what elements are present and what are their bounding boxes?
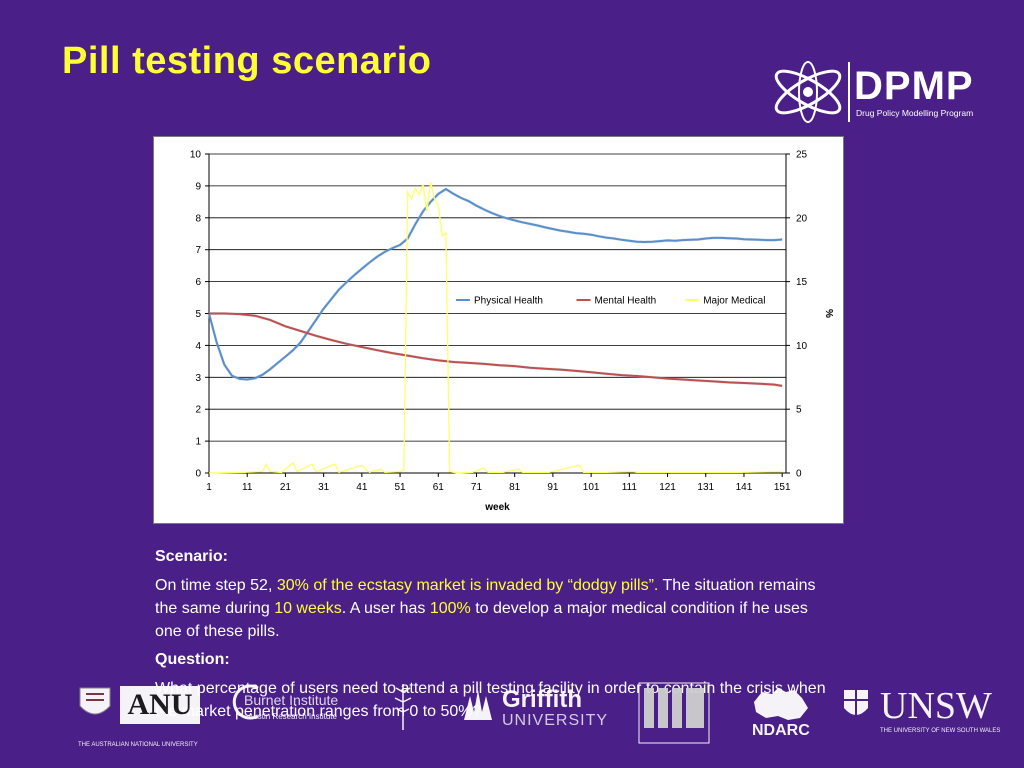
tree-logo: [392, 682, 414, 737]
y-tick-label-right: 15: [796, 277, 808, 288]
y-tick-label-right: 25: [796, 150, 808, 161]
australia-map-icon: [754, 688, 808, 720]
scenario-text-2: The situation remains the same during: [155, 577, 816, 617]
y-tick-label-left: 2: [195, 405, 201, 416]
dpmp-logo: DPMP Drug Policy Modelling Program: [768, 52, 1008, 132]
atom-icon: [774, 61, 842, 123]
y-tick-label-left: 4: [195, 341, 201, 352]
y-tick-label-left: 9: [195, 181, 201, 192]
y-axis-label-right: %: [823, 309, 834, 318]
anu-logo: ANU THE AUSTRALIAN NATIONAL UNIVERSITY: [78, 686, 200, 748]
y-tick-label-left: 5: [195, 309, 201, 320]
logo-divider: [848, 62, 850, 122]
burnet-wordmark: Burnet Institute: [244, 692, 339, 708]
legend-label: Mental Health: [595, 296, 657, 307]
anu-wordmark: ANU: [120, 686, 200, 724]
emma-logo: [638, 682, 710, 749]
griffith-logo: Griffith UNIVERSITY: [460, 686, 607, 729]
unsw-crest-icon: [844, 690, 868, 718]
y-tick-label-left: 1: [195, 437, 201, 448]
y-tick-label-left: 0: [195, 469, 201, 480]
x-tick-label: 31: [318, 482, 330, 493]
y-tick-label-right: 20: [796, 213, 808, 224]
x-axis-label: week: [484, 502, 510, 513]
x-tick-label: 61: [433, 482, 445, 493]
scenario-heading: Scenario:: [155, 548, 228, 565]
legend-label: Physical Health: [474, 296, 543, 307]
unsw-logo: UNSW THE UNIVERSITY OF NEW SOUTH WALES: [842, 685, 1000, 734]
burnet-subtitle: Austin Research Institute: [248, 712, 337, 721]
y-tick-label-left: 7: [195, 245, 201, 256]
x-tick-label: 41: [356, 482, 368, 493]
series-line-physical-health: [208, 187, 783, 381]
y-tick-label-left: 3: [195, 373, 201, 384]
burnet-logo: Burnet Institute Austin Research Institu…: [230, 682, 338, 727]
x-tick-label: 91: [547, 482, 559, 493]
x-tick-label: 101: [583, 482, 600, 493]
x-tick-label: 141: [736, 482, 753, 493]
series-line-mental-health: [209, 312, 783, 387]
scenario-paragraph: On time step 52, 30% of the ecstasy mark…: [155, 574, 835, 643]
y-tick-label-right: 10: [796, 341, 808, 352]
partner-logos: ANU THE AUSTRALIAN NATIONAL UNIVERSITY B…: [70, 672, 1020, 762]
anu-crest-icon: [79, 687, 111, 715]
ndarc-logo: NDARC: [748, 684, 812, 739]
emma-grid-icon: [638, 682, 710, 744]
unsw-wordmark: UNSW: [880, 685, 992, 727]
y-tick-label-left: 10: [190, 150, 202, 161]
scenario-text-4: to develop a major medical condition if …: [155, 600, 808, 640]
x-tick-label: 131: [697, 482, 714, 493]
x-tick-label: 51: [394, 482, 406, 493]
x-tick-label: 111: [622, 482, 638, 493]
griffith-wordmark: Griffith: [502, 686, 582, 713]
x-tick-label: 21: [280, 482, 292, 493]
slide-title: Pill testing scenario: [62, 40, 432, 82]
burnet-ring-icon: [232, 684, 259, 720]
anu-caption: THE AUSTRALIAN NATIONAL UNIVERSITY: [78, 742, 198, 748]
series-line-major-medical: [208, 181, 783, 474]
griffith-subtitle: UNIVERSITY: [502, 712, 609, 729]
scenario-text: Scenario: On time step 52, 30% of the ec…: [155, 545, 835, 728]
x-tick-label: 1: [206, 482, 212, 493]
scenario-highlight-1: 30% of the ecstasy market is invaded by …: [276, 577, 659, 594]
x-tick-label: 11: [242, 482, 253, 493]
scenario-text-3: . A user has: [341, 600, 430, 617]
legend-label: Major Medical: [703, 296, 765, 307]
dpmp-subtitle: Drug Policy Modelling Program: [856, 108, 974, 118]
dpmp-wordmark: DPMP: [854, 64, 974, 108]
question-heading: Question:: [155, 651, 230, 668]
y-tick-label-left: 8: [195, 213, 201, 224]
y-tick-label-left: 6: [195, 277, 201, 288]
scenario-text-1: On time step 52,: [155, 577, 277, 594]
scenario-highlight-3: 100%: [429, 600, 471, 617]
x-tick-label: 151: [774, 482, 791, 493]
y-tick-label-right: 5: [796, 405, 802, 416]
x-tick-label: 71: [471, 482, 483, 493]
tree-icon: [394, 684, 412, 730]
griffith-flame-icon: [464, 690, 492, 720]
y-tick-label-right: 0: [796, 469, 802, 480]
x-tick-label: 81: [509, 482, 521, 493]
ndarc-wordmark: NDARC: [752, 722, 810, 739]
unsw-caption: THE UNIVERSITY OF NEW SOUTH WALES: [880, 728, 1001, 734]
scenario-highlight-2: 10 weeks: [274, 600, 342, 617]
chart-container: 0 1 2 3 4 5 6 7 8 9 10 0 5 10 15 20 25 1 11 21 31 41 51 61 71 81 9…: [153, 136, 844, 524]
x-tick-label: 121: [659, 482, 676, 493]
